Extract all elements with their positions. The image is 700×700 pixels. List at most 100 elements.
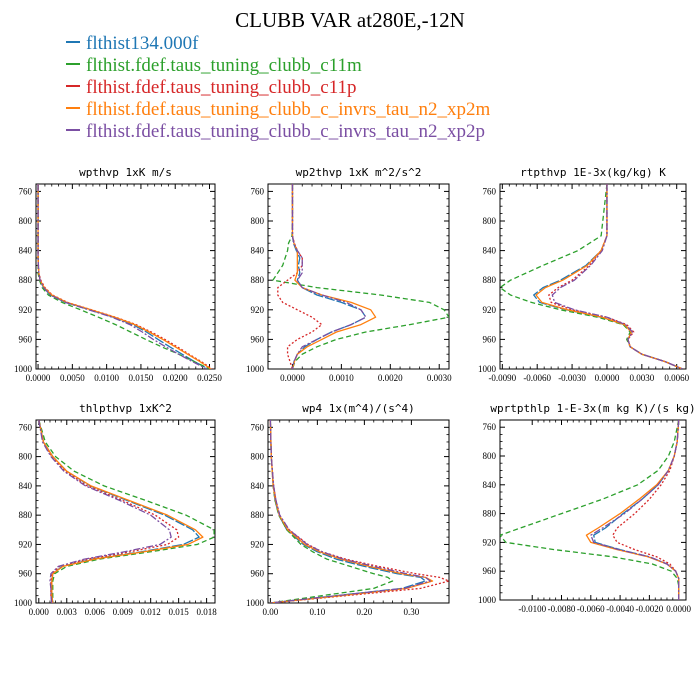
- series-line-2: [38, 420, 215, 603]
- y-tick-label: 960: [251, 569, 265, 579]
- x-tick-label: -0.0030: [558, 373, 586, 383]
- y-tick-label: 880: [483, 509, 497, 519]
- series-line-5: [37, 184, 208, 369]
- legend-swatch: [66, 106, 80, 109]
- y-tick-label: 840: [251, 481, 265, 491]
- y-tick-label: 880: [19, 275, 33, 285]
- y-tick-label: 960: [251, 334, 265, 344]
- x-tick-label: 0.003: [57, 607, 78, 617]
- x-tick-label: 0.00: [262, 607, 278, 617]
- x-tick-label: 0.0030: [629, 373, 654, 383]
- x-tick-label: 0.0060: [664, 373, 689, 383]
- x-tick-label: -0.0060: [523, 373, 551, 383]
- panel-title: thlpthvp 1xK^2: [79, 402, 172, 415]
- chart-title: CLUBB VAR at280E,-12N: [235, 8, 465, 32]
- y-tick-label: 880: [19, 510, 33, 520]
- series-line-4: [535, 184, 683, 369]
- legend-swatch: [66, 84, 80, 87]
- panel-4: thlpthvp 1xK^276080084088092096010000.00…: [14, 402, 217, 617]
- series-line-4: [38, 420, 204, 603]
- y-tick-label: 800: [483, 451, 497, 461]
- y-tick-label: 920: [19, 539, 33, 549]
- series-group: [272, 184, 449, 369]
- y-tick-label: 760: [19, 186, 33, 196]
- y-tick-label: 920: [251, 305, 265, 315]
- y-tick-label: 1000: [478, 364, 497, 374]
- y-tick-label: 760: [483, 186, 497, 196]
- series-line-3: [269, 420, 449, 603]
- x-tick-label: 0.0200: [163, 373, 188, 383]
- x-tick-label: 0.0020: [378, 373, 403, 383]
- series-line-1: [533, 184, 683, 369]
- y-tick-label: 960: [483, 334, 497, 344]
- y-tick-label: 840: [251, 246, 265, 256]
- y-tick-label: 840: [19, 246, 33, 256]
- series-line-2: [269, 420, 394, 603]
- x-tick-label: 0.0050: [60, 373, 85, 383]
- y-tick-label: 1000: [246, 364, 265, 374]
- x-tick-label: 0.20: [357, 607, 373, 617]
- y-tick-label: 840: [19, 481, 33, 491]
- panel-5: wp4 1x(m^4)/(s^4)76080084088092096010000…: [246, 402, 450, 617]
- y-tick-label: 920: [483, 305, 497, 315]
- x-tick-label: 0.10: [309, 607, 325, 617]
- series-line-4: [37, 184, 212, 369]
- series-line-3: [548, 184, 683, 369]
- series-group: [500, 184, 683, 369]
- x-tick-label: 0.015: [169, 607, 190, 617]
- series-line-2: [272, 184, 449, 369]
- panel-title: wpthvp 1xK m/s: [79, 166, 172, 179]
- y-tick-label: 840: [483, 246, 497, 256]
- x-tick-label: -0.0100: [518, 604, 546, 614]
- y-tick-label: 880: [483, 275, 497, 285]
- series-line-4: [291, 184, 377, 369]
- y-tick-label: 920: [483, 537, 497, 547]
- x-tick-label: 0.30: [404, 607, 420, 617]
- panel-1: wpthvp 1xK m/s76080084088092096010000.00…: [14, 166, 222, 383]
- legend-label: flthist134.000f: [86, 33, 199, 54]
- legend-label: flthist.fdef.taus_tuning_clubb_c_invrs_t…: [86, 121, 485, 142]
- legend-item: flthist.fdef.taus_tuning_clubb_c_invrs_t…: [66, 99, 490, 121]
- legend: flthist134.000f flthist.fdef.taus_tuning…: [66, 33, 490, 143]
- plot-frame: [267, 419, 450, 604]
- series-line-3: [277, 184, 323, 369]
- y-tick-label: 800: [251, 452, 265, 462]
- x-tick-label: 0.0150: [129, 373, 154, 383]
- series-line-1: [593, 420, 680, 600]
- plot-frame: [267, 183, 450, 370]
- legend-label: flthist.fdef.taus_tuning_clubb_c11m: [86, 55, 362, 76]
- x-tick-label: 0.0100: [94, 373, 119, 383]
- legend-label: flthist.fdef.taus_tuning_clubb_c_invrs_t…: [86, 99, 491, 120]
- y-tick-label: 960: [19, 334, 33, 344]
- x-tick-label: -0.0080: [548, 604, 576, 614]
- y-tick-label: 920: [251, 539, 265, 549]
- y-tick-label: 800: [19, 452, 33, 462]
- y-tick-label: 1000: [14, 598, 33, 608]
- x-tick-label: 0.009: [113, 607, 134, 617]
- legend-swatch: [66, 40, 80, 43]
- series-line-5: [551, 184, 683, 369]
- x-tick-label: 0.0000: [595, 373, 620, 383]
- legend-item: flthist.fdef.taus_tuning_clubb_c11m: [66, 55, 490, 77]
- x-tick-label: 0.006: [85, 607, 106, 617]
- panel-title: wp2thvp 1xK m^2/s^2: [296, 166, 422, 179]
- y-tick-label: 840: [483, 480, 497, 490]
- series-line-2: [500, 420, 680, 600]
- series-line-3: [612, 420, 680, 600]
- y-tick-label: 1000: [14, 364, 33, 374]
- x-tick-label: 0.0010: [329, 373, 354, 383]
- y-tick-label: 800: [483, 216, 497, 226]
- y-tick-label: 1000: [246, 598, 265, 608]
- legend-item: flthist.fdef.taus_tuning_clubb_c_invrs_t…: [66, 121, 490, 143]
- series-group: [37, 184, 213, 369]
- x-tick-label: -0.0090: [488, 373, 516, 383]
- y-tick-label: 1000: [478, 595, 497, 605]
- series-group: [269, 420, 449, 603]
- series-line-5: [291, 184, 367, 369]
- y-tick-label: 880: [251, 275, 265, 285]
- x-tick-label: 0.0000: [666, 604, 691, 614]
- x-tick-label: 0.0030: [427, 373, 452, 383]
- y-tick-label: 960: [483, 566, 497, 576]
- plot-frame: [35, 183, 216, 370]
